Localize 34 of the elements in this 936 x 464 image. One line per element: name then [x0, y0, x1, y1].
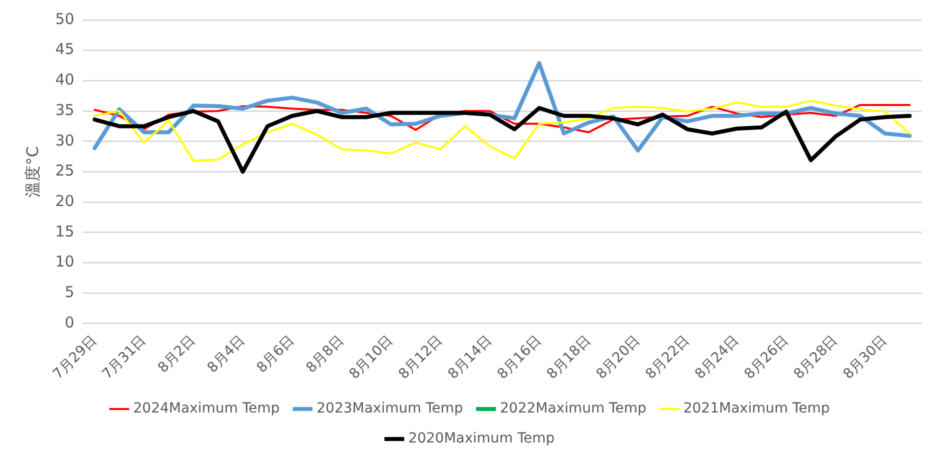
legend-label: 2020Maximum Temp	[408, 430, 555, 447]
x-tick-label: 8月26日	[742, 332, 792, 382]
x-tick-label: 8月12日	[396, 332, 446, 382]
x-tick-label: 8月24日	[692, 332, 742, 382]
x-tick-label: 8月4日	[204, 332, 248, 376]
y-axis-title: 溫度°C	[22, 146, 42, 198]
x-tick-label: 8月14日	[445, 332, 496, 382]
y-tick-label: 25	[55, 162, 74, 180]
y-tick-label: 5	[64, 282, 74, 301]
x-tick-label: 8月8日	[303, 332, 348, 376]
x-tick-label: 7月29日	[50, 332, 100, 382]
x-tick-label: 8月28日	[790, 332, 841, 382]
x-tick-label: 8月30日	[840, 332, 890, 382]
legend-label: 2024Maximum Temp	[133, 400, 280, 417]
y-tick-label: 20	[55, 192, 74, 210]
x-tick-label: 8月16日	[494, 332, 545, 382]
y-tick-label: 50	[55, 10, 74, 28]
legend-label: 2023Maximum Temp	[316, 400, 464, 417]
y-tick-label: 35	[55, 100, 74, 119]
y-tick-label: 15	[55, 222, 74, 240]
y-tick-label: 40	[55, 70, 74, 89]
x-tick-label: 7月31日	[99, 332, 150, 382]
legend-label: 2022Maximum Temp	[500, 400, 646, 417]
y-tick-label: 45	[55, 40, 74, 58]
x-tick-label: 8月6日	[254, 332, 298, 376]
y-tick-label: 0	[64, 313, 74, 332]
x-tick-label: 8月18日	[544, 332, 594, 382]
y-tick-label: 30	[55, 131, 74, 150]
x-tick-label: 8月2日	[155, 332, 199, 376]
x-tick-label: 8月20日	[593, 332, 644, 382]
x-tick-label: 8月22日	[642, 332, 693, 382]
x-tick-label: 8月10日	[346, 332, 396, 382]
y-tick-label: 10	[55, 252, 74, 271]
legend-label: 2021Maximum Temp	[683, 400, 830, 417]
